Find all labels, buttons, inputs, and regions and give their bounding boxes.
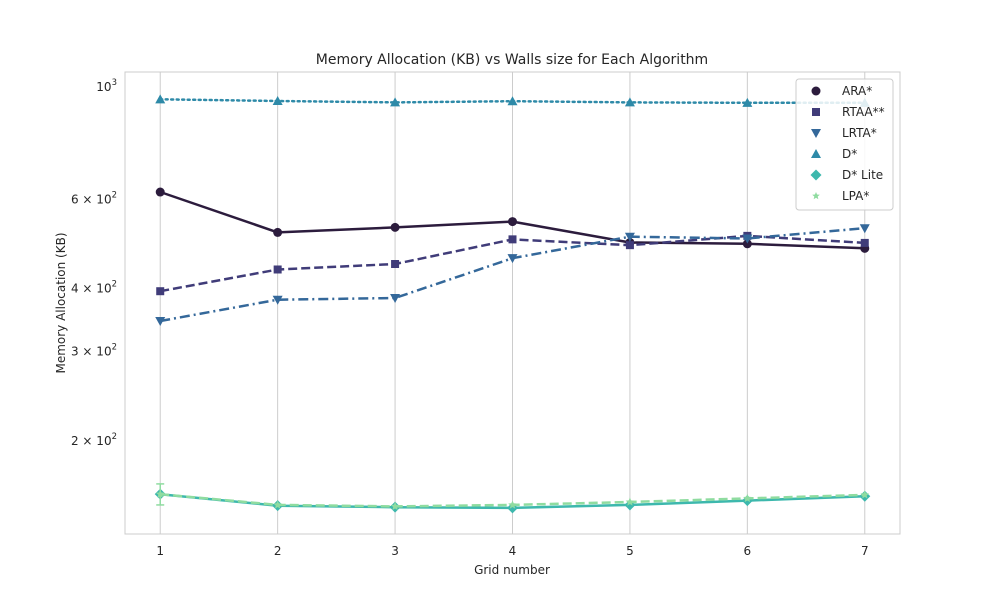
legend-marker [812, 108, 820, 116]
legend-label: D* [842, 147, 857, 161]
data-point [625, 497, 635, 506]
legend-label: RTAA** [842, 105, 885, 119]
y-tick-label: 6 × 102 [71, 190, 117, 206]
data-point [507, 96, 518, 106]
legend-label: LPA* [842, 189, 869, 203]
grid-layer [159, 72, 866, 534]
data-point [156, 287, 165, 296]
x-tick-label: 2 [274, 544, 282, 558]
legend-frame [795, 78, 894, 211]
data-point [742, 97, 753, 107]
legend: ARA* RTAA** LRTA* D* D* Lite LPA* [795, 78, 894, 211]
x-tick-label: 1 [156, 544, 164, 558]
data-point [507, 254, 518, 264]
data-point [272, 295, 283, 305]
series-layer [154, 94, 871, 514]
y-tick-label: 4 × 102 [71, 279, 117, 295]
y-tick-label: 3 × 102 [71, 343, 117, 359]
y-tick-label: 103 [96, 78, 117, 94]
data-point [155, 187, 165, 197]
data-point [508, 235, 517, 244]
data-point [391, 260, 400, 269]
y-tick-label: 2 × 102 [71, 432, 117, 448]
series-d [155, 94, 870, 107]
legend-marker [811, 149, 821, 158]
data-point [859, 224, 870, 234]
data-point [624, 97, 635, 107]
x-tick-label: 5 [626, 544, 634, 558]
series-lpa [155, 489, 870, 511]
data-point [390, 501, 400, 511]
legend-marker [810, 169, 822, 181]
data-point [390, 294, 401, 304]
data-point [624, 232, 635, 242]
data-point [742, 234, 753, 244]
x-tick-label: 7 [861, 544, 869, 558]
legend-marker [811, 129, 821, 138]
x-tick-label: 6 [744, 544, 752, 558]
data-point [272, 95, 283, 105]
series-lrta [155, 224, 870, 326]
legend-marker [812, 192, 820, 200]
data-point [273, 265, 282, 274]
data-point [742, 239, 752, 249]
legend-marker [811, 86, 821, 96]
x-tick-label: 3 [391, 544, 399, 558]
error-bar [156, 483, 165, 506]
data-point [508, 217, 517, 227]
legend-label: ARA* [842, 84, 872, 98]
data-point [273, 227, 283, 237]
x-tick-layer: 1 2 3 4 5 6 7 [156, 544, 868, 558]
data-point [273, 500, 282, 509]
data-point [860, 490, 870, 499]
x-tick-label: 4 [509, 544, 517, 558]
data-point [508, 500, 517, 509]
x-axis-title: Grid number [474, 563, 550, 577]
data-point [625, 241, 634, 250]
legend-label: D* Lite [842, 168, 883, 182]
data-point [390, 222, 400, 232]
y-axis-title: Memory Allocation (KB) [54, 232, 68, 373]
data-point [390, 97, 401, 107]
data-point [860, 238, 869, 247]
chart-title: Memory Allocation (KB) vs Walls size for… [316, 52, 708, 68]
y-tick-layer: 103 6 × 102 4 × 102 3 × 102 2 × 102 [71, 78, 117, 448]
data-point [155, 94, 166, 104]
legend-label: LRTA* [842, 126, 877, 140]
data-point [743, 493, 752, 503]
data-point [155, 316, 166, 326]
